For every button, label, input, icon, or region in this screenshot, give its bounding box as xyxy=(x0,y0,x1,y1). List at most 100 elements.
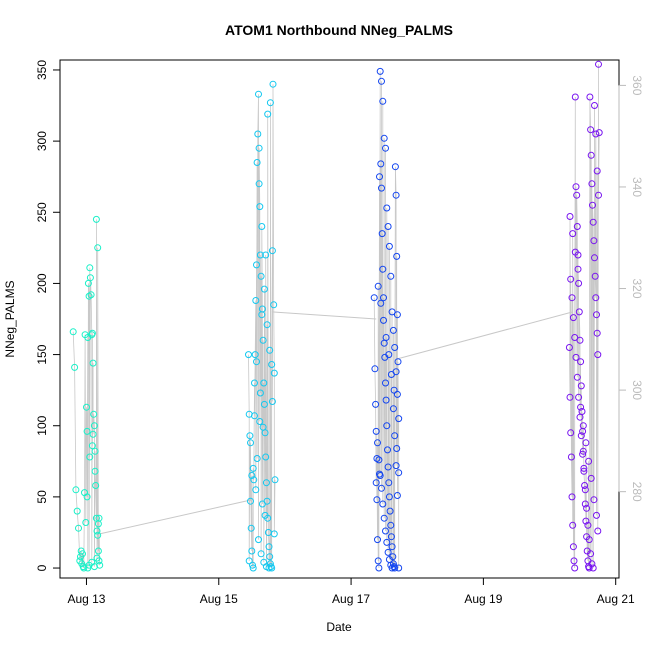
data-point xyxy=(246,432,254,440)
data-point xyxy=(268,247,276,255)
data-point xyxy=(393,390,401,398)
data-point xyxy=(258,305,266,313)
data-point xyxy=(373,455,381,462)
data-point xyxy=(387,272,395,280)
y2-tick-label: 280 xyxy=(630,482,644,502)
data-point xyxy=(379,265,387,273)
data-point xyxy=(248,472,256,479)
data-point xyxy=(585,536,593,544)
y-tick-label: 100 xyxy=(35,415,49,435)
data-point xyxy=(265,543,273,551)
y2-tick-label: 320 xyxy=(630,278,644,298)
y-tick-label: 350 xyxy=(35,60,49,80)
data-point xyxy=(250,476,258,484)
data-point xyxy=(256,418,264,425)
data-point xyxy=(566,213,574,220)
data-point xyxy=(92,215,100,223)
data-point xyxy=(594,527,602,535)
data-point xyxy=(253,261,260,269)
data-point xyxy=(394,358,402,366)
data-point xyxy=(380,514,388,522)
data-point xyxy=(85,292,93,300)
data-point xyxy=(83,427,91,435)
data-point xyxy=(75,524,82,532)
data-point xyxy=(253,358,260,366)
series-trace-4 xyxy=(569,64,600,569)
data-point xyxy=(592,130,600,138)
data-point xyxy=(573,223,581,230)
series-1-points xyxy=(69,215,104,572)
data-point xyxy=(590,237,598,245)
data-point xyxy=(587,550,595,558)
data-point xyxy=(568,294,576,302)
data-point xyxy=(269,80,277,88)
data-point xyxy=(387,533,395,541)
data-point xyxy=(247,497,254,505)
data-point xyxy=(249,564,257,572)
data-point xyxy=(247,439,254,447)
data-point xyxy=(259,423,267,431)
data-point xyxy=(577,403,585,411)
series-trace-1 xyxy=(72,219,101,569)
series-3-points xyxy=(370,67,403,572)
series-2-points xyxy=(245,80,279,572)
data-point xyxy=(390,386,398,394)
data-point xyxy=(591,102,598,109)
data-point xyxy=(380,134,388,142)
data-point xyxy=(575,279,583,287)
data-point xyxy=(387,521,395,529)
data-point xyxy=(388,543,396,551)
data-point xyxy=(88,329,96,337)
data-point xyxy=(95,514,103,522)
data-point xyxy=(577,432,585,440)
data-point xyxy=(245,557,253,565)
y-tick-label: 50 xyxy=(35,490,49,504)
data-point xyxy=(371,365,379,373)
data-point xyxy=(589,564,597,572)
data-point xyxy=(256,203,264,211)
data-point xyxy=(376,470,383,478)
data-point xyxy=(378,77,385,85)
data-point xyxy=(254,130,262,138)
data-point xyxy=(252,297,260,304)
data-point xyxy=(391,163,399,171)
data-point xyxy=(587,126,595,134)
data-point xyxy=(593,329,601,337)
data-point xyxy=(581,486,589,494)
x-axis-label: Date xyxy=(326,620,352,634)
data-point xyxy=(576,413,584,421)
data-point xyxy=(72,486,80,494)
data-point xyxy=(253,455,261,462)
data-point xyxy=(595,60,602,68)
x-tick-label: Aug 15 xyxy=(200,592,238,606)
data-point xyxy=(372,400,380,408)
data-point xyxy=(580,467,588,475)
data-point xyxy=(384,223,392,230)
data-point xyxy=(263,321,271,329)
data-point xyxy=(370,294,378,302)
y2-tick-label: 360 xyxy=(630,75,644,95)
data-point xyxy=(256,389,264,397)
data-point xyxy=(378,184,385,192)
series-trace-3 xyxy=(373,71,400,569)
data-point xyxy=(259,336,267,344)
data-point xyxy=(384,463,392,471)
y2-tick-label: 340 xyxy=(630,177,644,197)
data-point xyxy=(395,564,403,572)
data-point xyxy=(88,442,96,450)
data-point xyxy=(374,439,381,447)
x-tick-label: Aug 13 xyxy=(67,592,105,606)
plot-frame xyxy=(59,59,620,579)
data-point xyxy=(383,422,391,430)
data-point xyxy=(257,550,265,558)
data-point xyxy=(94,547,102,555)
data-point xyxy=(393,492,401,499)
data-point xyxy=(393,445,401,452)
data-point xyxy=(568,493,576,501)
data-point xyxy=(89,430,97,438)
data-point xyxy=(379,500,387,508)
data-point xyxy=(573,373,581,381)
data-point xyxy=(387,371,395,378)
data-point xyxy=(73,507,81,515)
